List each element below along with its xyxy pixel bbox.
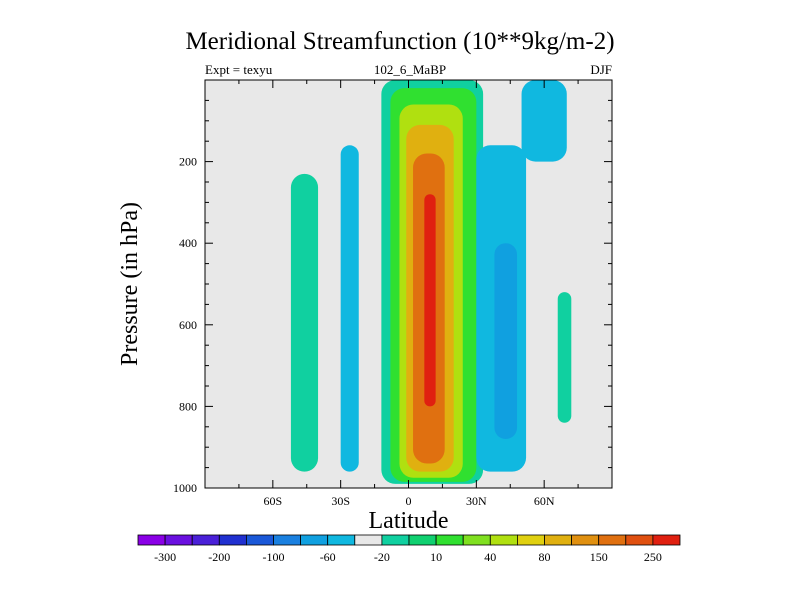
contour-fills (290, 80, 572, 484)
x-tick-label: 60N (534, 494, 555, 508)
colorbar-box-16 (571, 534, 600, 546)
x-tick-label: 0 (406, 494, 412, 508)
x-axis-label: Latitude (369, 508, 449, 534)
colorbar-label: 80 (539, 550, 551, 564)
colorbar-label: -200 (208, 550, 230, 564)
colorbar-label: 40 (484, 550, 496, 564)
colorbar-box-15 (544, 534, 573, 546)
colorbar-box-17 (598, 534, 627, 546)
colorbar-box-5 (273, 534, 302, 546)
run-label: 102_6_MaBP (373, 62, 447, 77)
colorbar-label: -20 (374, 550, 390, 564)
colorbar-label: -60 (320, 550, 336, 564)
contour-cell-1 (340, 145, 359, 472)
colorbar-box-11 (435, 534, 464, 546)
x-tick-label: 60S (263, 494, 282, 508)
colorbar-box-3 (218, 534, 247, 546)
experiment-label: Expt = texyu (205, 62, 273, 77)
colorbar-box-6 (300, 534, 329, 546)
colorbar-box-1 (164, 534, 193, 546)
colorbar-box-18 (625, 534, 654, 546)
season-label: DJF (590, 62, 612, 77)
colorbar-box-19 (652, 534, 681, 546)
colorbar-box-12 (462, 534, 491, 546)
contour-cell-11 (557, 292, 572, 423)
y-tick-label: 800 (179, 399, 197, 413)
contour-cell-0 (290, 173, 319, 472)
y-tick-label: 400 (179, 236, 197, 250)
colorbar-box-2 (191, 534, 220, 546)
colorbar-box-13 (489, 534, 518, 546)
chart-title: Meridional Streamfunction (10**9kg/m-2) (185, 28, 615, 55)
colorbar-box-4 (245, 534, 274, 546)
x-tick-label: 30N (466, 494, 487, 508)
colorbar-label: 150 (590, 550, 608, 564)
contour-cell-7 (424, 194, 436, 407)
x-tick-label: 30S (331, 494, 350, 508)
y-tick-label: 200 (179, 155, 197, 169)
colorbar-box-8 (354, 534, 383, 546)
colorbar: -300 -200 -100 -60 -20 10 40 80 150 250 (137, 534, 681, 564)
y-axis-ticks: 200 400 600 800 1000 (173, 99, 612, 495)
colorbar-box-0 (137, 534, 166, 546)
colorbar-label: 10 (430, 550, 442, 564)
contour-cell-10 (521, 80, 567, 162)
x-axis-ticks: 60S 30S 0 30N 60N (238, 80, 579, 508)
colorbar-label: 250 (644, 550, 662, 564)
colorbar-box-7 (327, 534, 356, 546)
colorbar-box-14 (517, 534, 545, 546)
colorbar-label: -300 (154, 550, 176, 564)
y-tick-label: 1000 (173, 481, 197, 495)
colorbar-box-9 (381, 534, 410, 546)
contour-cell-9 (494, 243, 518, 440)
y-axis-label: Pressure (in hPa) (117, 202, 143, 366)
colorbar-box-10 (408, 534, 437, 546)
y-tick-label: 600 (179, 318, 197, 332)
colorbar-label: -100 (263, 550, 285, 564)
